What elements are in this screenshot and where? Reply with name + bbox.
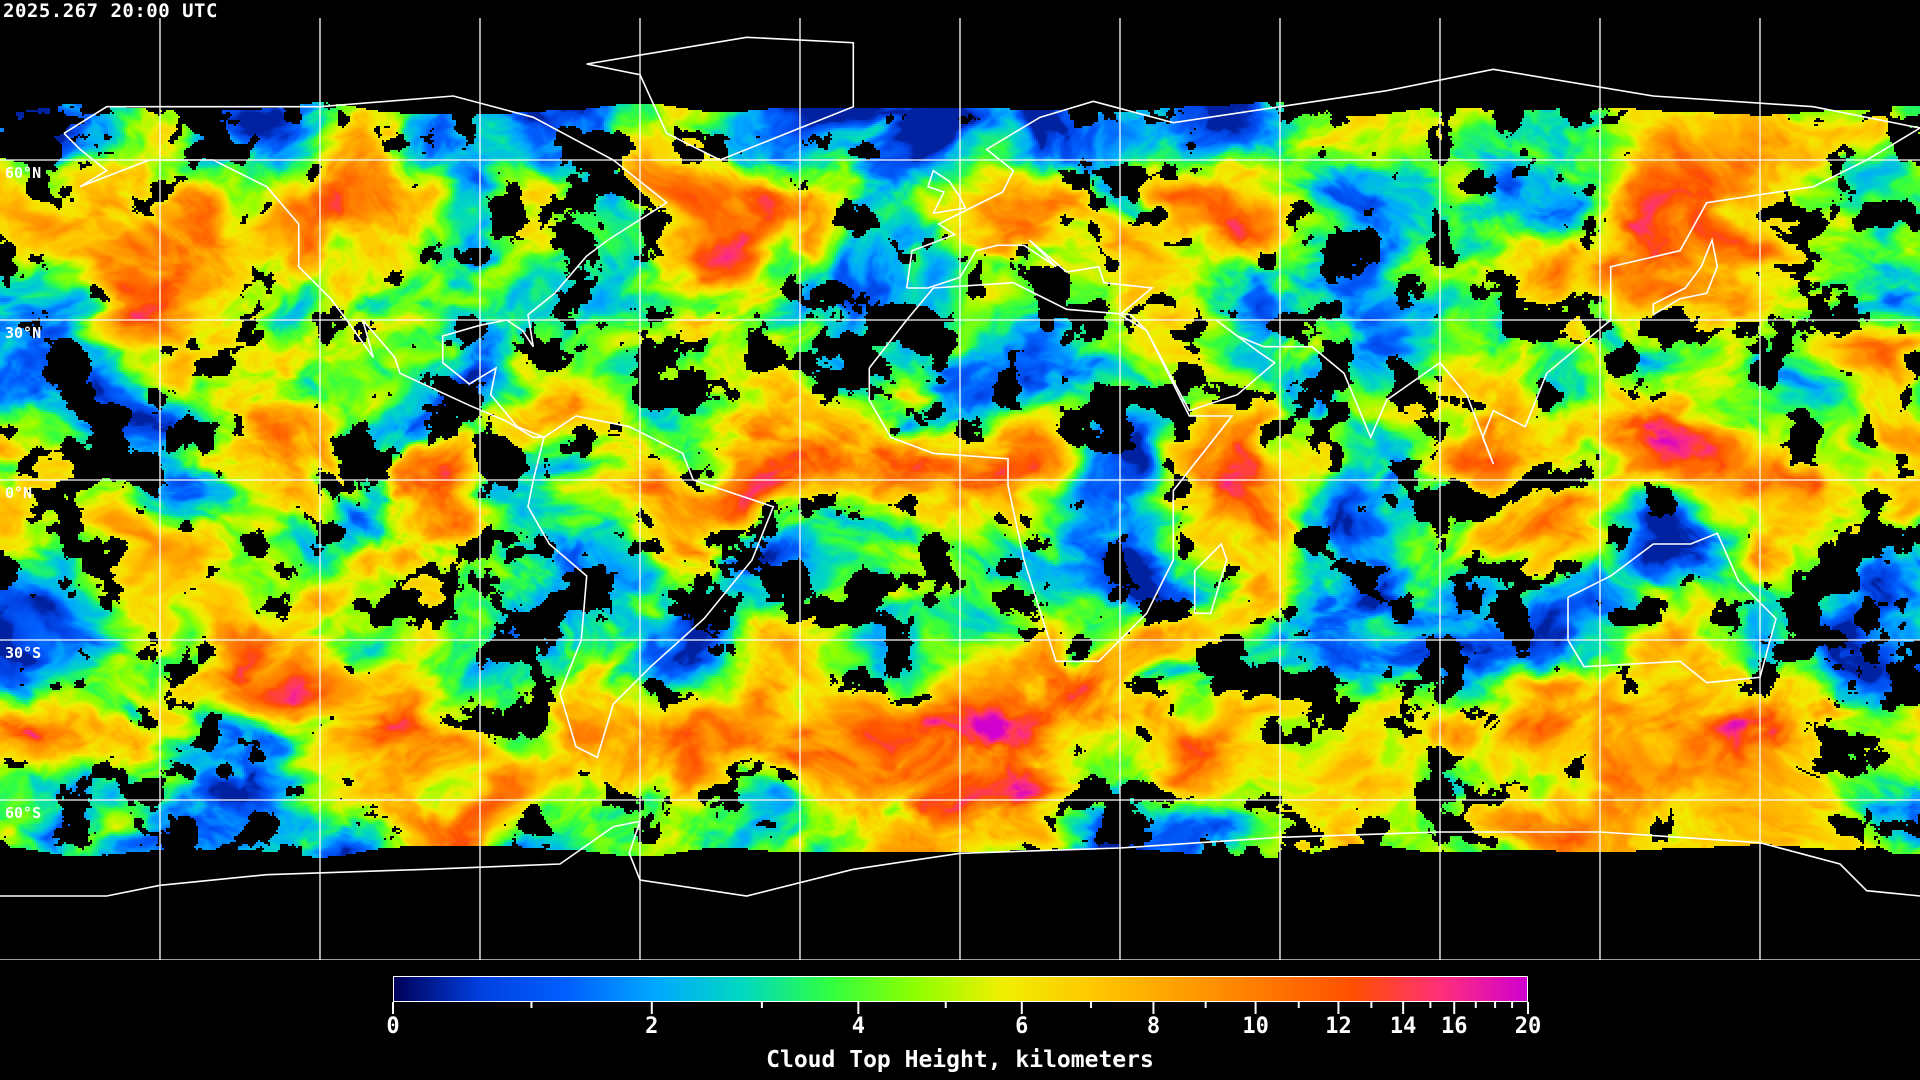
coastline-africa <box>868 281 1234 663</box>
lat-label-30s: 30°S <box>5 644 42 662</box>
coastline-eurasia <box>905 68 1920 465</box>
lat-label-60n: 60°N <box>5 164 42 182</box>
colorbar-tick-label: 8 <box>1146 1014 1161 1039</box>
coastline-great-britain <box>926 169 967 215</box>
lat-label-equator: 0°N <box>5 484 33 502</box>
coastline-north-america <box>63 95 669 439</box>
lat-label-60s: 60°S <box>5 804 42 822</box>
colorbar-tick-label: 10 <box>1242 1014 1269 1039</box>
colorbar-tick-label: 16 <box>1440 1014 1468 1039</box>
colorbar-tick-label: 20 <box>1514 1014 1542 1039</box>
colorbar-tick-label: 6 <box>1015 1014 1029 1039</box>
colorbar-tick-label: 12 <box>1325 1014 1352 1039</box>
colorbar-ticks <box>392 1002 1529 1014</box>
cloud-top-height-map <box>0 0 1920 960</box>
colorbar-tick-label: 14 <box>1389 1014 1417 1039</box>
coastline-australia <box>1567 532 1777 684</box>
coastlines-and-graticule <box>0 18 1920 960</box>
colorbar-tick-label: 2 <box>645 1014 659 1039</box>
coastline-japan <box>1652 237 1719 316</box>
coastline-antarctica <box>0 820 1920 897</box>
lat-label-30n: 30°N <box>5 324 42 342</box>
colorbar-tick-label: 4 <box>851 1014 865 1039</box>
coastline-madagascar <box>1193 542 1228 615</box>
coastline-south-america <box>527 415 775 759</box>
timestamp: 2025.267 20:00 UTC <box>3 0 218 22</box>
coastline-greenland <box>586 36 855 161</box>
colorbar-title: Cloud Top Height, kilometers <box>766 1047 1154 1073</box>
colorbar-tick-label: 0 <box>386 1014 400 1039</box>
colorbar <box>393 976 1528 1002</box>
